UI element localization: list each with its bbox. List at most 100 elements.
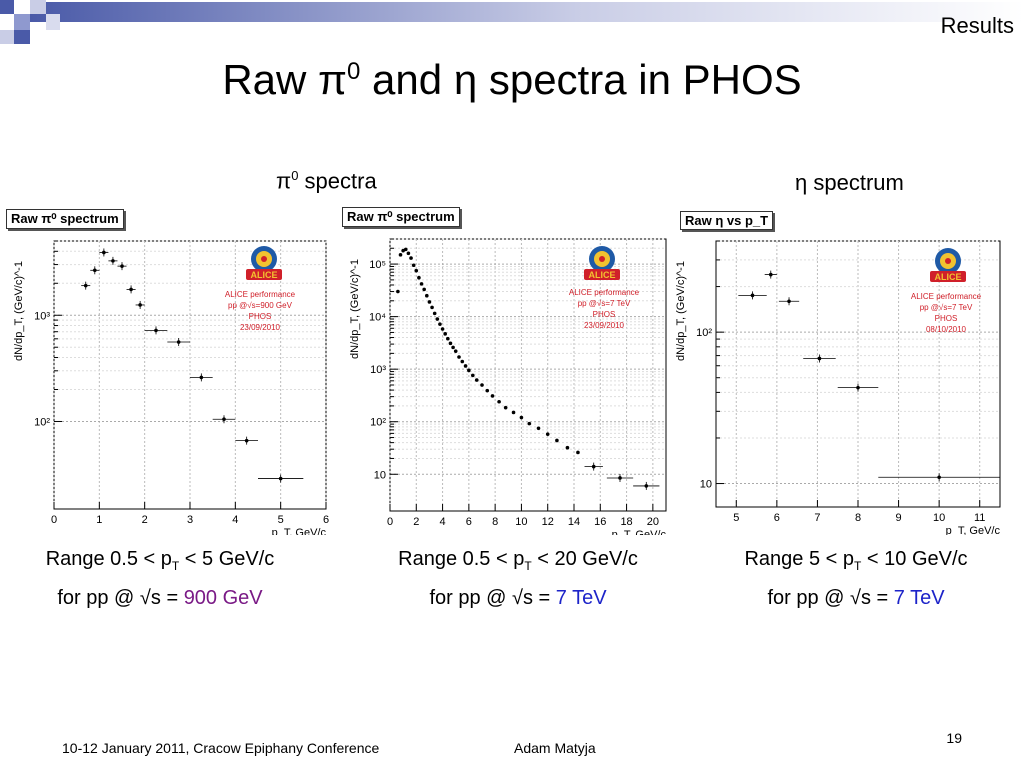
chart-panel-pi0-7tev: Raw π⁰ spectrum 0 2 4 6 8 10 12 14 16 18 20 10⁵ 10⁴ 1…	[338, 205, 670, 535]
data-point	[451, 345, 455, 350]
pi0-subtitle: π0 spectra	[276, 168, 377, 194]
caption-3: Range 5 < pT < 10 GeV/c for pp @ √s = 7 …	[744, 548, 968, 609]
section-label: Results	[940, 13, 1014, 38]
alice-annotation-line: 08/10/2010	[926, 325, 967, 334]
y-tick-label: 10⁵	[369, 259, 386, 271]
alice-annotation-line: 23/09/2010	[584, 321, 625, 330]
alice-annotation-line: PHOS	[935, 314, 958, 323]
data-point	[536, 426, 541, 431]
alice-logo-text: ALICE	[251, 270, 278, 280]
alice-logo-text: ALICE	[589, 270, 616, 280]
alice-annotation-line: pp @√s=7 TeV	[920, 303, 973, 312]
data-point	[396, 289, 400, 294]
data-point	[467, 368, 471, 373]
caption-1: Range 0.5 < pT < 5 GeV/c for pp @ √s = 9…	[45, 548, 275, 609]
data-point	[278, 476, 283, 481]
data-point	[460, 359, 465, 364]
y-tick-label: 10³	[370, 364, 386, 376]
x-tick-label: 10	[933, 512, 945, 524]
x-tick-label: 7	[814, 512, 820, 524]
data-point	[417, 275, 421, 280]
y-tick-label: 10	[374, 469, 386, 481]
data-point	[457, 355, 461, 359]
data-point	[527, 421, 532, 426]
x-tick-label: 11	[974, 512, 985, 524]
page-number: 19	[946, 730, 962, 746]
y-tick-label: 10⁴	[369, 312, 386, 324]
chart-plot: 0 2 4 6 8 10 12 14 16 18 20 10⁵ 10⁴ 10³ 10² 10 p_T, GeV/…	[349, 238, 667, 535]
x-tick-label: 12	[542, 516, 554, 528]
data-point	[576, 450, 580, 455]
data-point	[406, 251, 411, 256]
x-tick-label: 2	[413, 516, 419, 528]
data-point	[644, 484, 649, 488]
x-tick-label: 0	[387, 516, 393, 528]
chart-plot: 0 1 2 3 4 5 6 10³ 10² p_T, GeV/c dN/dp_T, (GeV/c)^…	[13, 240, 329, 535]
data-point	[83, 283, 88, 288]
data-point	[411, 263, 416, 268]
alice-logo-text: ALICE	[935, 272, 962, 282]
y-tick-label: 10²	[696, 327, 712, 339]
x-tick-label: 0	[51, 514, 57, 526]
data-point	[419, 282, 424, 286]
x-tick-label: 18	[620, 516, 632, 528]
data-point	[93, 268, 97, 273]
data-point	[129, 287, 133, 292]
data-point	[519, 415, 524, 420]
footer-author: Adam Matyja	[514, 740, 596, 756]
alice-annotation-line: ALICE performance	[911, 292, 982, 301]
data-point	[443, 332, 447, 336]
chart-legend: Raw π⁰ spectrum	[342, 207, 460, 227]
data-point	[768, 272, 773, 277]
x-tick-label: 1	[96, 514, 102, 526]
x-tick-label: 5	[733, 512, 739, 524]
y-tick-label: 10²	[370, 417, 386, 429]
x-tick-label: 2	[142, 514, 148, 526]
data-point	[503, 405, 508, 410]
data-point	[111, 259, 115, 263]
alice-annotation-line: ALICE performance	[225, 290, 296, 299]
data-point	[222, 417, 226, 422]
data-point	[490, 394, 495, 398]
data-point	[120, 264, 124, 268]
y-axis-label: dN/dp_T, (GeV/c)^-1	[349, 259, 361, 359]
y-tick-label: 10³	[34, 310, 50, 322]
x-tick-label: 5	[278, 514, 284, 526]
eta-subtitle: η spectrum	[795, 170, 904, 195]
x-tick-label: 16	[594, 516, 606, 528]
data-point	[409, 256, 413, 260]
x-axis-label: p_T, GeV/c	[272, 527, 327, 535]
data-point	[474, 378, 479, 382]
plot-frame	[389, 238, 667, 512]
y-axis-label: dN/dp_T, (GeV/c)^-1	[676, 261, 687, 361]
data-point	[432, 311, 437, 316]
data-point	[565, 445, 570, 450]
data-point	[440, 327, 445, 331]
alice-annotation-line: ALICE performance	[569, 288, 640, 297]
data-point	[448, 341, 453, 346]
data-point	[471, 373, 475, 378]
data-point	[199, 375, 204, 380]
x-tick-label: 8	[855, 512, 861, 524]
data-point	[937, 475, 941, 480]
data-point	[497, 399, 501, 404]
data-point	[427, 300, 432, 304]
data-point	[618, 476, 622, 480]
x-tick-label: 8	[492, 516, 498, 528]
y-tick-label: 10²	[34, 416, 50, 428]
header-decoration	[0, 0, 1024, 44]
alice-logo-icon: ALICE	[246, 246, 282, 280]
data-point	[430, 305, 434, 310]
caption-2: Range 0.5 < pT < 20 GeV/c for pp @ √s = …	[398, 548, 638, 609]
data-point	[244, 438, 249, 443]
data-point	[138, 303, 142, 307]
alice-logo-icon: ALICE	[930, 248, 966, 282]
x-tick-label: 6	[466, 516, 472, 528]
data-point	[555, 438, 559, 443]
data-point	[435, 317, 440, 321]
data-point	[414, 268, 419, 273]
data-point	[545, 432, 550, 436]
chart-legend: Raw η vs p_T	[680, 211, 774, 230]
alice-annotation-line: PHOS	[593, 310, 616, 319]
x-tick-label: 4	[232, 514, 238, 526]
